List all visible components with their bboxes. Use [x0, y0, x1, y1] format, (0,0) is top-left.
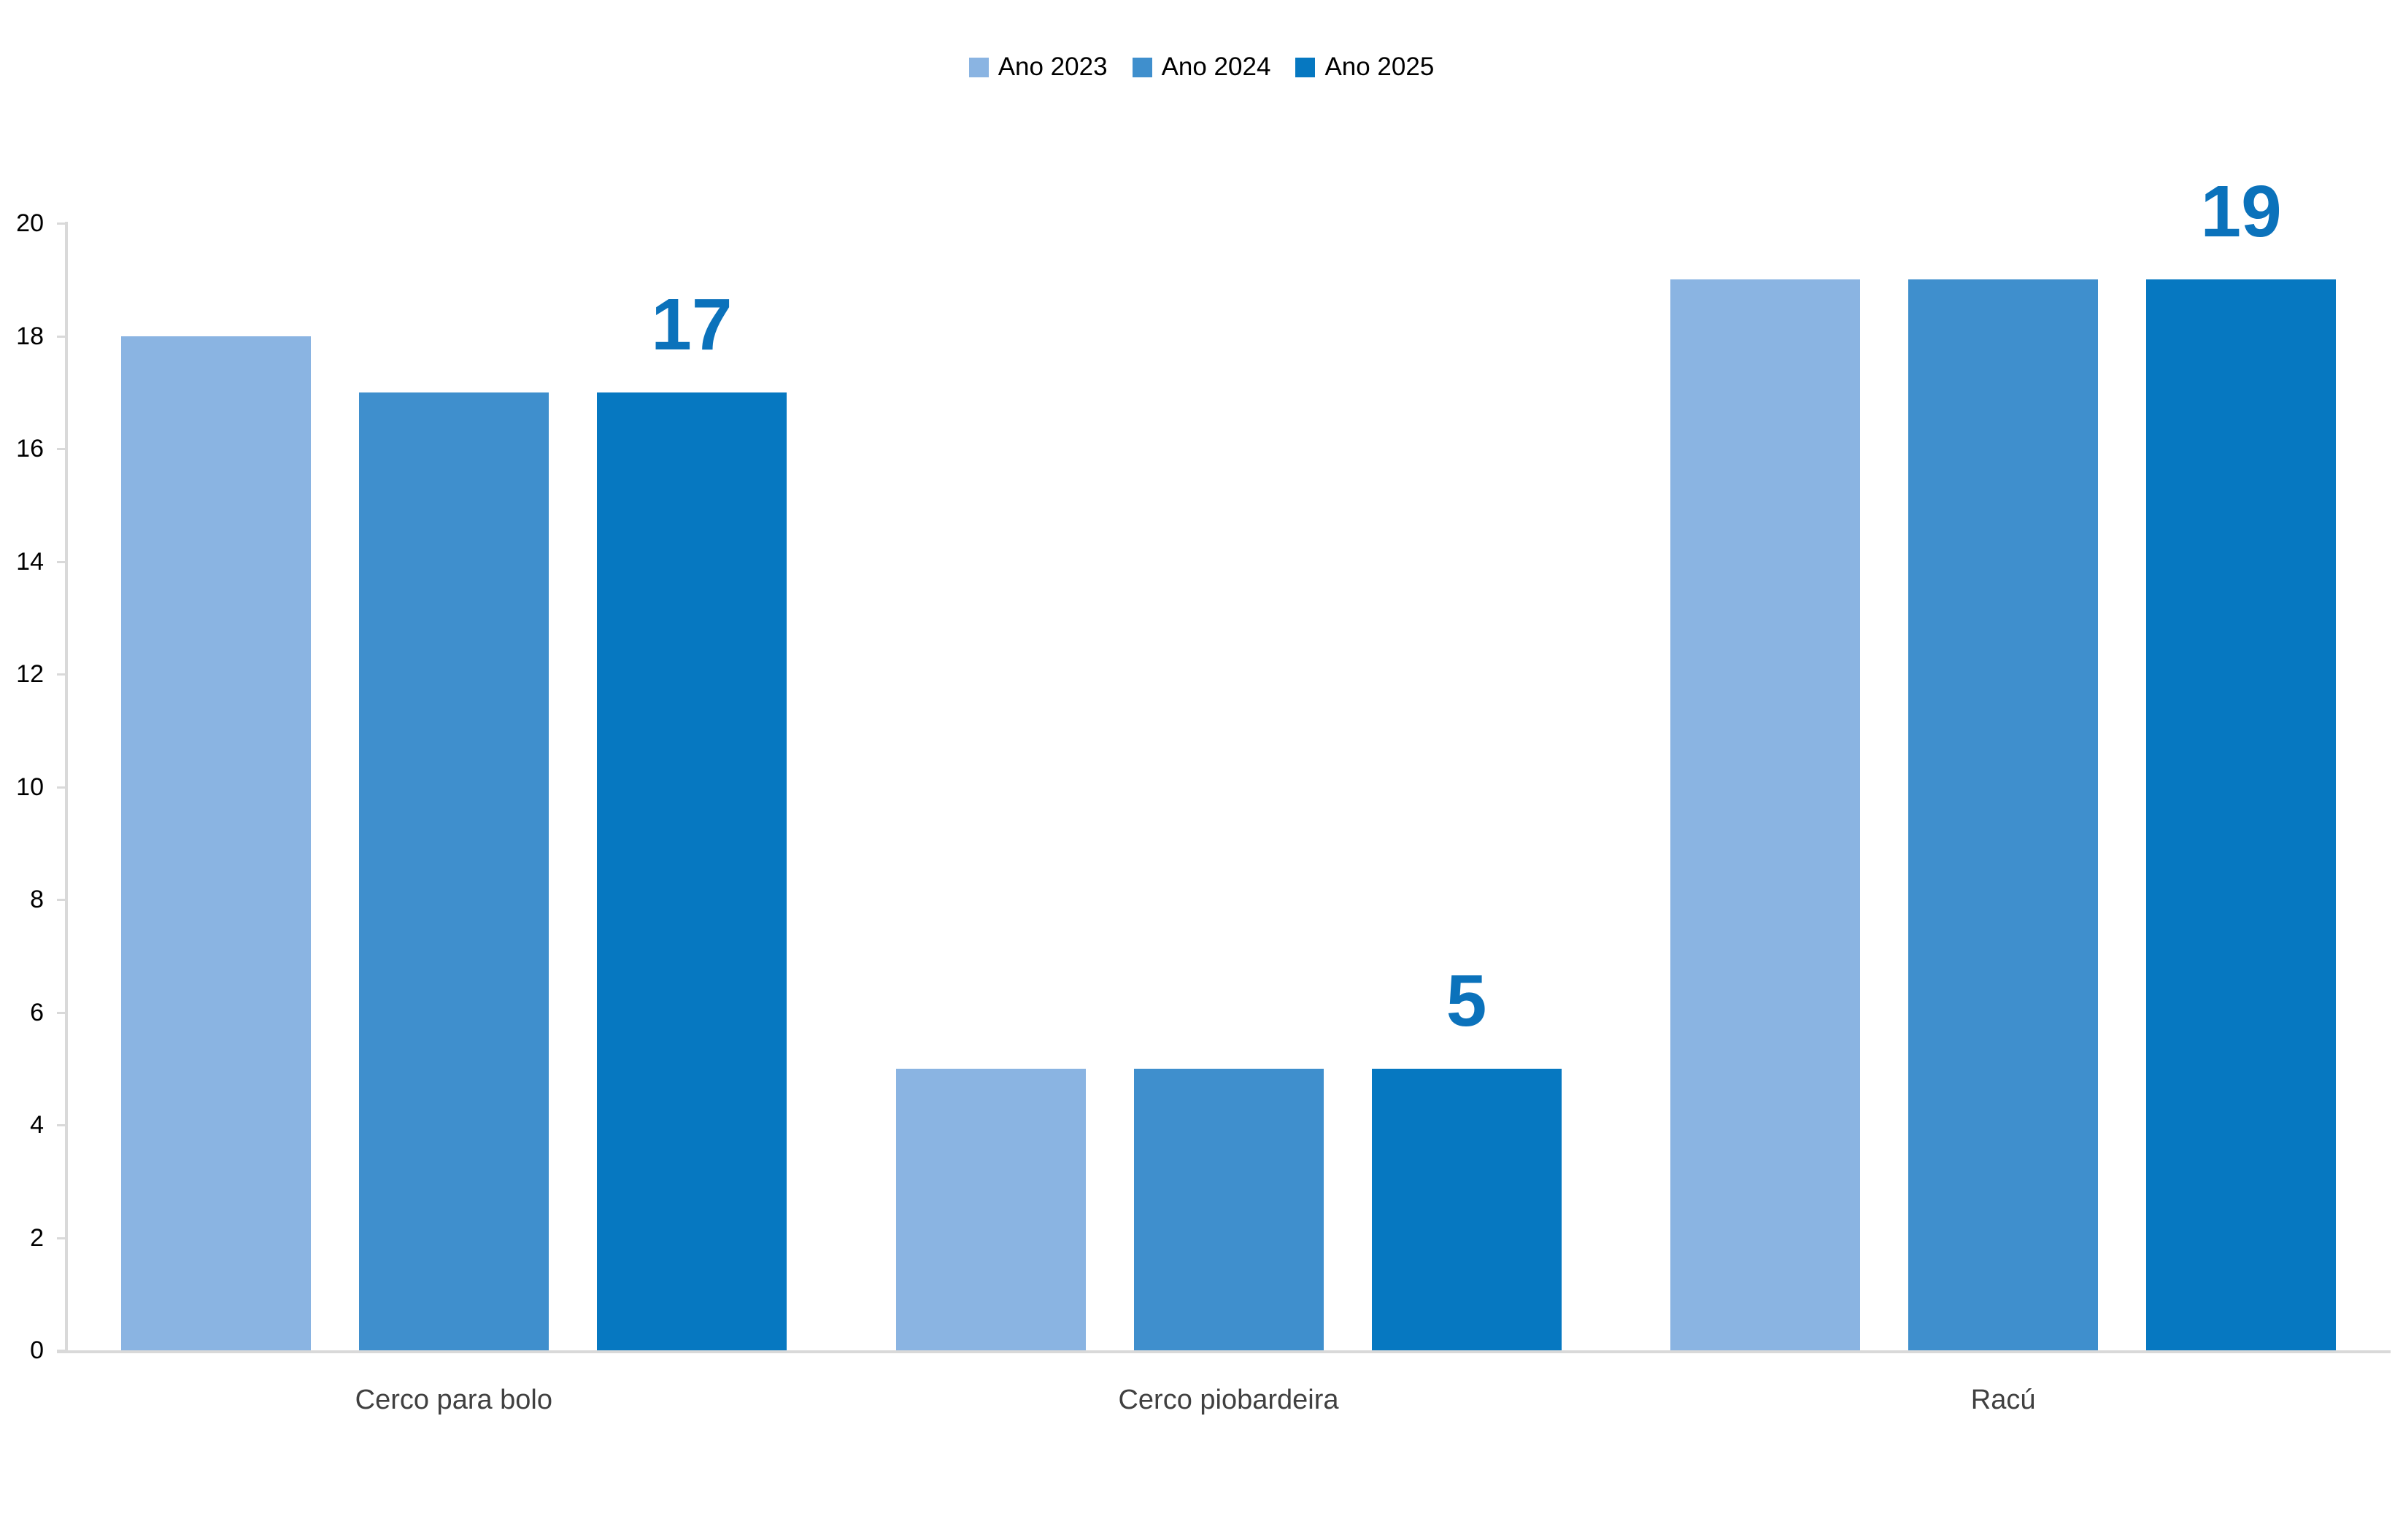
data-label: 17 [651, 283, 733, 365]
y-axis-tick [57, 448, 66, 450]
y-axis-tick [57, 786, 66, 789]
legend-label: Ano 2023 [998, 53, 1108, 81]
bar-ano-2025 [596, 392, 787, 1350]
y-axis-tick-label: 0 [30, 1336, 44, 1364]
y-axis-line [65, 222, 68, 1352]
legend-swatch-icon [1132, 57, 1152, 77]
bar-ano-2023 [120, 336, 311, 1350]
y-axis-tick-label: 16 [16, 435, 44, 463]
y-axis-tick [57, 335, 66, 338]
legend-swatch-icon [1295, 57, 1316, 77]
bar-ano-2024 [1908, 279, 2099, 1350]
y-axis-tick [57, 1237, 66, 1239]
bar-ano-2025 [2146, 279, 2337, 1350]
category-label: Racú [1970, 1385, 2036, 1415]
data-label: 5 [1446, 959, 1487, 1042]
legend-item: Ano 2024 [1132, 53, 1271, 82]
category-label: Cerco para bolo [355, 1385, 553, 1415]
y-axis-tick [57, 899, 66, 901]
x-axis-line [57, 1350, 2391, 1353]
chart-legend: Ano 2023 Ano 2024 Ano 2025 [0, 53, 2403, 82]
legend-item: Ano 2023 [968, 53, 1108, 82]
legend-label: Ano 2024 [1161, 53, 1271, 81]
y-axis-tick [57, 1350, 66, 1352]
y-axis-tick-label: 8 [30, 886, 44, 913]
y-axis-tick [57, 1124, 66, 1126]
y-axis-tick-label: 20 [16, 209, 44, 237]
y-axis-tick-label: 6 [30, 998, 44, 1026]
y-axis-tick [57, 1011, 66, 1014]
y-axis-tick [57, 223, 66, 225]
y-axis-tick-label: 14 [16, 547, 44, 576]
y-axis-tick-label: 4 [30, 1111, 44, 1139]
data-label: 19 [2200, 171, 2282, 253]
category-label: Cerco piobardeira [1118, 1385, 1339, 1415]
legend-label: Ano 2025 [1324, 53, 1435, 81]
legend-item: Ano 2025 [1295, 53, 1434, 82]
bar-ano-2023 [895, 1068, 1086, 1350]
y-axis-tick [57, 673, 66, 676]
y-axis-tick-label: 12 [16, 660, 44, 688]
y-axis-tick-label: 10 [16, 773, 44, 801]
bar-ano-2023 [1670, 279, 1861, 1350]
legend-swatch-icon [968, 57, 989, 77]
y-axis-tick-label: 18 [16, 322, 44, 350]
y-axis-tick [57, 560, 66, 563]
bar-ano-2024 [1133, 1068, 1324, 1350]
bar-ano-2025 [1371, 1068, 1562, 1350]
y-axis-tick-label: 2 [30, 1223, 44, 1252]
bar-ano-2024 [358, 392, 549, 1350]
